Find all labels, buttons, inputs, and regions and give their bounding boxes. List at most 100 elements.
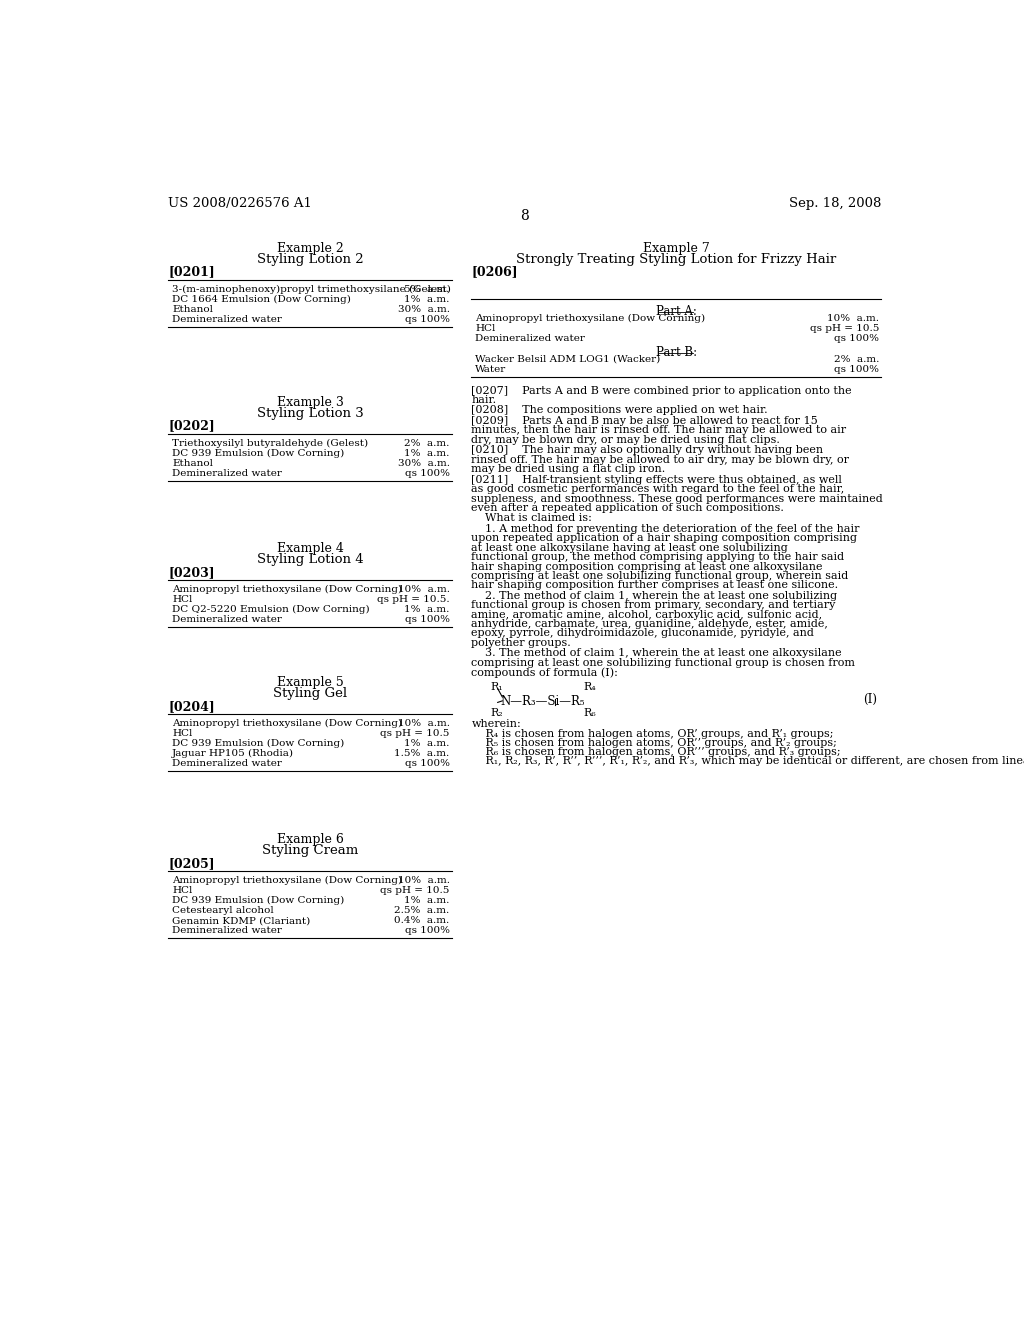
Text: Demineralized water: Demineralized water — [172, 314, 282, 323]
Text: Ethanol: Ethanol — [172, 459, 213, 467]
Text: DC 939 Emulsion (Dow Corning): DC 939 Emulsion (Dow Corning) — [172, 896, 344, 906]
Text: 1%  a.m.: 1% a.m. — [404, 449, 450, 458]
Text: at least one alkoxysilane having at least one solubilizing: at least one alkoxysilane having at leas… — [471, 543, 788, 553]
Text: 8: 8 — [520, 209, 529, 223]
Text: 2.5%  a.m.: 2.5% a.m. — [394, 906, 450, 915]
Text: qs 100%: qs 100% — [834, 364, 879, 374]
Text: 2%  a.m.: 2% a.m. — [834, 355, 879, 364]
Text: Example 4: Example 4 — [276, 543, 344, 554]
Text: 5%  a.m.: 5% a.m. — [404, 285, 450, 293]
Text: qs pH = 10.5.: qs pH = 10.5. — [377, 595, 450, 605]
Text: qs 100%: qs 100% — [404, 615, 450, 624]
Text: HCl: HCl — [172, 729, 193, 738]
Text: may be dried using a flat clip iron.: may be dried using a flat clip iron. — [471, 465, 666, 474]
Text: Example 3: Example 3 — [276, 396, 344, 409]
Text: qs 100%: qs 100% — [404, 759, 450, 768]
Text: R₅ is chosen from halogen atoms, OR’’ groups, and R’₂ groups;: R₅ is chosen from halogen atoms, OR’’ gr… — [475, 738, 837, 748]
Text: [0206]: [0206] — [471, 265, 518, 279]
Text: anhydride, carbamate, urea, guanidine, aldehyde, ester, amide,: anhydride, carbamate, urea, guanidine, a… — [471, 619, 828, 630]
Text: hair.: hair. — [471, 395, 497, 405]
Text: 1.5%  a.m.: 1.5% a.m. — [394, 748, 450, 758]
Text: Demineralized water: Demineralized water — [172, 469, 282, 478]
Text: Aminopropyl triethoxysilane (Dow Corning): Aminopropyl triethoxysilane (Dow Corning… — [172, 876, 402, 886]
Text: DC 1664 Emulsion (Dow Corning): DC 1664 Emulsion (Dow Corning) — [172, 294, 351, 304]
Text: as good cosmetic performances with regard to the feel of the hair,: as good cosmetic performances with regar… — [471, 484, 845, 494]
Text: Part B:: Part B: — [655, 346, 697, 359]
Text: Cetestearyl alcohol: Cetestearyl alcohol — [172, 906, 274, 915]
Text: 1. A method for preventing the deterioration of the feel of the hair: 1. A method for preventing the deteriora… — [485, 524, 860, 535]
Text: qs 100%: qs 100% — [404, 314, 450, 323]
Text: [0209]    Parts A and B may be also be allowed to react for 15: [0209] Parts A and B may be also be allo… — [471, 416, 818, 426]
Text: qs pH = 10.5: qs pH = 10.5 — [380, 886, 450, 895]
Text: wherein:: wherein: — [471, 719, 521, 730]
Text: Demineralized water: Demineralized water — [172, 759, 282, 768]
Text: hair shaping composition further comprises at least one silicone.: hair shaping composition further compris… — [471, 581, 839, 590]
Text: 1%  a.m.: 1% a.m. — [404, 739, 450, 748]
Text: qs 100%: qs 100% — [834, 334, 879, 343]
Text: [0210]    The hair may also optionally dry without having been: [0210] The hair may also optionally dry … — [471, 445, 823, 455]
Text: Styling Lotion 3: Styling Lotion 3 — [257, 407, 364, 420]
Text: comprising at least one solubilizing functional group is chosen from: comprising at least one solubilizing fun… — [471, 657, 855, 668]
Text: Example 6: Example 6 — [276, 833, 344, 846]
Text: 2. The method of claim 1, wherein the at least one solubilizing: 2. The method of claim 1, wherein the at… — [485, 591, 838, 601]
Text: rinsed off. The hair may be allowed to air dry, may be blown dry, or: rinsed off. The hair may be allowed to a… — [471, 455, 849, 465]
Text: Wacker Belsil ADM LOG1 (Wacker): Wacker Belsil ADM LOG1 (Wacker) — [475, 355, 660, 364]
Text: 30%  a.m.: 30% a.m. — [397, 459, 450, 467]
Text: [0204]: [0204] — [168, 700, 215, 713]
Text: Demineralized water: Demineralized water — [475, 334, 585, 343]
Text: Aminopropyl triethoxysilane (Dow Corning): Aminopropyl triethoxysilane (Dow Corning… — [172, 585, 402, 594]
Text: [0208]    The compositions were applied on wet hair.: [0208] The compositions were applied on … — [471, 405, 768, 416]
Text: Aminopropyl triethoxysilane (Dow Corning): Aminopropyl triethoxysilane (Dow Corning… — [172, 719, 402, 729]
Text: functional group, the method comprising applying to the hair said: functional group, the method comprising … — [471, 552, 845, 562]
Text: Aminopropyl triethoxysilane (Dow Corning): Aminopropyl triethoxysilane (Dow Corning… — [475, 314, 706, 323]
Text: Demineralized water: Demineralized water — [172, 927, 282, 935]
Text: functional group is chosen from primary, secondary, and tertiary: functional group is chosen from primary,… — [471, 601, 836, 610]
Text: Jaguar HP105 (Rhodia): Jaguar HP105 (Rhodia) — [172, 748, 294, 758]
Text: R₁: R₁ — [490, 682, 504, 693]
Text: N—R₃—Si—R₅: N—R₃—Si—R₅ — [500, 696, 585, 709]
Text: 3-(m-aminophenoxy)propyl trimethoxysilane (Gelest): 3-(m-aminophenoxy)propyl trimethoxysilan… — [172, 285, 451, 294]
Text: dry, may be blown dry, or may be dried using flat clips.: dry, may be blown dry, or may be dried u… — [471, 434, 780, 445]
Text: Water: Water — [475, 364, 507, 374]
Text: Styling Gel: Styling Gel — [273, 688, 347, 701]
Text: [0201]: [0201] — [168, 265, 215, 279]
Text: Triethoxysilyl butyraldehyde (Gelest): Triethoxysilyl butyraldehyde (Gelest) — [172, 438, 369, 447]
Text: 3. The method of claim 1, wherein the at least one alkoxysilane: 3. The method of claim 1, wherein the at… — [485, 648, 842, 659]
Text: What is claimed is:: What is claimed is: — [485, 513, 592, 524]
Text: Part A:: Part A: — [656, 305, 696, 318]
Text: R₂: R₂ — [490, 708, 504, 718]
Text: Demineralized water: Demineralized water — [172, 615, 282, 624]
Text: Example 5: Example 5 — [276, 676, 343, 689]
Text: polyether groups.: polyether groups. — [471, 638, 571, 648]
Text: comprising at least one solubilizing functional group, wherein said: comprising at least one solubilizing fun… — [471, 572, 849, 581]
Text: 10%  a.m.: 10% a.m. — [827, 314, 879, 323]
Text: Styling Lotion 2: Styling Lotion 2 — [257, 253, 364, 267]
Text: [0205]: [0205] — [168, 857, 215, 870]
Text: epoxy, pyrrole, dihydroimidazole, gluconamide, pyridyle, and: epoxy, pyrrole, dihydroimidazole, glucon… — [471, 628, 814, 639]
Text: Styling Lotion 4: Styling Lotion 4 — [257, 553, 364, 566]
Text: R₆: R₆ — [584, 708, 596, 718]
Text: Genamin KDMP (Clariant): Genamin KDMP (Clariant) — [172, 916, 310, 925]
Text: 0.4%  a.m.: 0.4% a.m. — [394, 916, 450, 925]
Text: HCl: HCl — [172, 595, 193, 605]
Text: Styling Cream: Styling Cream — [262, 845, 358, 858]
Text: 1%  a.m.: 1% a.m. — [404, 294, 450, 304]
Text: DC 939 Emulsion (Dow Corning): DC 939 Emulsion (Dow Corning) — [172, 739, 344, 748]
Text: R₁, R₂, R₃, R’, R’’, R’’’, R’₁, R’₂, and R’₃, which may be identical or differen: R₁, R₂, R₃, R’, R’’, R’’’, R’₁, R’₂, and… — [475, 756, 1024, 767]
Text: R₄ is chosen from halogen atoms, OR’ groups, and R’₁ groups;: R₄ is chosen from halogen atoms, OR’ gro… — [475, 729, 834, 739]
Text: [0203]: [0203] — [168, 566, 215, 578]
Text: [0202]: [0202] — [168, 420, 215, 433]
Text: qs 100%: qs 100% — [404, 469, 450, 478]
Text: Sep. 18, 2008: Sep. 18, 2008 — [788, 197, 882, 210]
Text: amine, aromatic amine, alcohol, carboxylic acid, sulfonic acid,: amine, aromatic amine, alcohol, carboxyl… — [471, 610, 822, 619]
Text: 10%  a.m.: 10% a.m. — [397, 585, 450, 594]
Text: DC Q2-5220 Emulsion (Dow Corning): DC Q2-5220 Emulsion (Dow Corning) — [172, 605, 370, 614]
Text: [0211]    Half-transient styling effects were thus obtained, as well: [0211] Half-transient styling effects we… — [471, 475, 842, 484]
Text: 1%  a.m.: 1% a.m. — [404, 896, 450, 906]
Text: R₄: R₄ — [584, 682, 596, 693]
Text: [0207]    Parts A and B were combined prior to application onto the: [0207] Parts A and B were combined prior… — [471, 385, 852, 396]
Text: suppleness, and smoothness. These good performances were maintained: suppleness, and smoothness. These good p… — [471, 494, 883, 503]
Text: Ethanol: Ethanol — [172, 305, 213, 314]
Text: qs 100%: qs 100% — [404, 927, 450, 935]
Text: even after a repeated application of such compositions.: even after a repeated application of suc… — [471, 503, 784, 513]
